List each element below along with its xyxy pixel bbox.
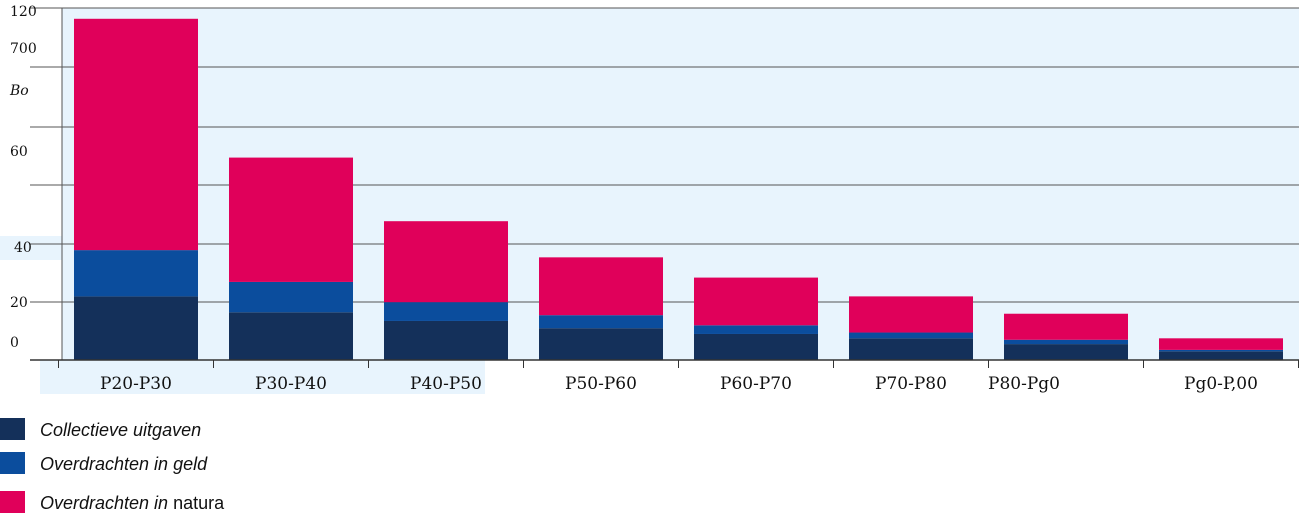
bar-segment: [229, 312, 353, 360]
y-tick-label: 60: [10, 144, 28, 160]
bar-segment: [539, 315, 663, 329]
x-tick-label: P30-P40: [255, 374, 327, 394]
legend-swatch: [0, 452, 25, 474]
x-tick-label: P40-P50: [410, 374, 482, 394]
y-axis-ticks: 0 20 40 60 Bo 700 120: [9, 4, 37, 351]
stacked-bar-chart: 0 20 40 60 Bo 700 120 P20-P30 P30-P40 P40-P50 P50…: [0, 4, 1299, 394]
y-tick-label: 120: [10, 4, 37, 20]
legend-label: Overdrachten in natura: [40, 493, 225, 513]
bar-segment: [694, 277, 818, 326]
bar-segment: [384, 302, 508, 321]
x-tick-label: P60-P70: [720, 374, 792, 394]
bar-segment: [74, 296, 198, 360]
bars: [74, 18, 1283, 360]
bar-segment: [74, 18, 198, 251]
y-tick-label: 20: [10, 295, 28, 311]
legend-label: Collectieve uitgaven: [40, 420, 202, 440]
y-tick-highlight: [0, 236, 62, 260]
bar-segment: [1004, 339, 1128, 345]
bar-segment: [539, 328, 663, 360]
bar-segment: [849, 296, 973, 333]
bar-segment: [1159, 338, 1283, 350]
bar-segment: [74, 250, 198, 297]
x-tick-label: P70-P80: [875, 374, 947, 394]
x-axis: [30, 359, 1299, 368]
bar-segment: [694, 325, 818, 334]
bar-segment: [1004, 313, 1128, 340]
bar-segment: [384, 221, 508, 303]
bar-segment: [1004, 344, 1128, 360]
bar-segment: [539, 257, 663, 316]
y-tick-label: 40: [14, 240, 32, 256]
legend-swatch: [0, 418, 25, 440]
x-tick-label: P80-Pg0: [988, 374, 1060, 394]
bar-segment: [1159, 351, 1283, 360]
legend-label: Overdrachten in geld: [40, 454, 208, 474]
y-tick-label: 0: [10, 335, 19, 351]
bar-segment: [1159, 349, 1283, 352]
bar-segment: [694, 333, 818, 360]
x-tick-label: P20-P30: [100, 374, 172, 394]
bar-segment: [849, 338, 973, 360]
x-tick-highlight: [40, 360, 485, 394]
x-tick-label: Pg0-P,00: [1184, 374, 1258, 394]
bar-segment: [384, 320, 508, 360]
bar-segment: [229, 281, 353, 313]
x-tick-label: P50-P60: [565, 374, 637, 394]
y-tick-label: 700: [10, 41, 37, 57]
bar-segment: [849, 332, 973, 339]
x-axis-ticks: P20-P30 P30-P40 P40-P50 P50-P60 P60-P70 P70-P…: [100, 374, 1258, 394]
y-tick-label: Bo: [9, 83, 29, 99]
bar-segment: [229, 157, 353, 282]
legend-swatch: [0, 491, 25, 513]
